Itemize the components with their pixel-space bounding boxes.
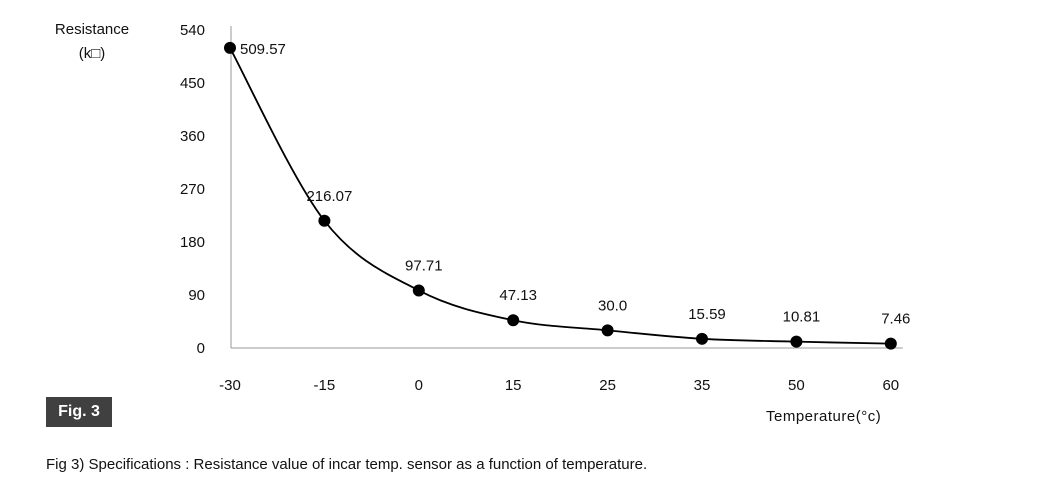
x-tick-label: 35 — [694, 377, 711, 394]
data-labels: 509.57 216.07 97.71 47.13 30.0 15.59 10.81 7.46 — [240, 41, 910, 328]
data-label: 30.0 — [598, 297, 627, 314]
y-tick-label: 180 — [180, 234, 205, 251]
y-tick-label: 90 — [188, 287, 205, 304]
data-point — [507, 314, 520, 327]
data-point — [224, 41, 236, 54]
series-line — [229, 47, 891, 345]
y-tick-label: 540 — [180, 22, 205, 39]
data-points — [224, 41, 897, 350]
data-point — [412, 284, 425, 297]
x-tick-label: 50 — [788, 377, 805, 394]
y-axis-label-line1: Resistance — [54, 21, 130, 38]
data-point — [696, 332, 708, 345]
y-tick-label: 360 — [180, 128, 205, 145]
x-tick-label: 60 — [882, 377, 899, 394]
y-tick-label: 450 — [180, 75, 205, 92]
x-tick-labels: -30 -15 0 15 25 35 50 60 — [219, 377, 899, 394]
x-tick-label: -30 — [219, 377, 241, 394]
data-point — [884, 337, 897, 350]
data-label: 97.71 — [405, 257, 443, 274]
figure-caption: Fig 3) Specifications : Resistance value… — [46, 456, 648, 473]
chart-axes — [230, 26, 903, 349]
data-label: 216.07 — [306, 188, 352, 205]
y-axis-label-line2: (k□) — [78, 45, 106, 62]
y-axis-label: Resistance (k□) — [32, 18, 152, 66]
x-tick-label: 15 — [505, 377, 522, 394]
y-tick-label: 0 — [197, 340, 205, 357]
data-label: 15.59 — [688, 306, 726, 323]
data-label: 509.57 — [240, 41, 286, 58]
data-label: 10.81 — [783, 309, 821, 326]
x-tick-label: -15 — [314, 377, 336, 394]
data-point — [601, 324, 614, 337]
data-label: 47.13 — [499, 287, 537, 304]
data-point — [318, 214, 331, 227]
y-tick-labels: 0 90 180 270 360 450 540 — [180, 22, 205, 357]
x-tick-label: 25 — [599, 377, 616, 394]
x-axis-label: Temperature(°c) — [766, 408, 882, 425]
x-tick-label: 0 — [415, 377, 423, 394]
y-tick-label: 270 — [180, 181, 205, 198]
data-label: 7.46 — [881, 311, 910, 328]
data-point — [790, 335, 803, 348]
figure-badge: Fig. 3 — [46, 397, 112, 427]
